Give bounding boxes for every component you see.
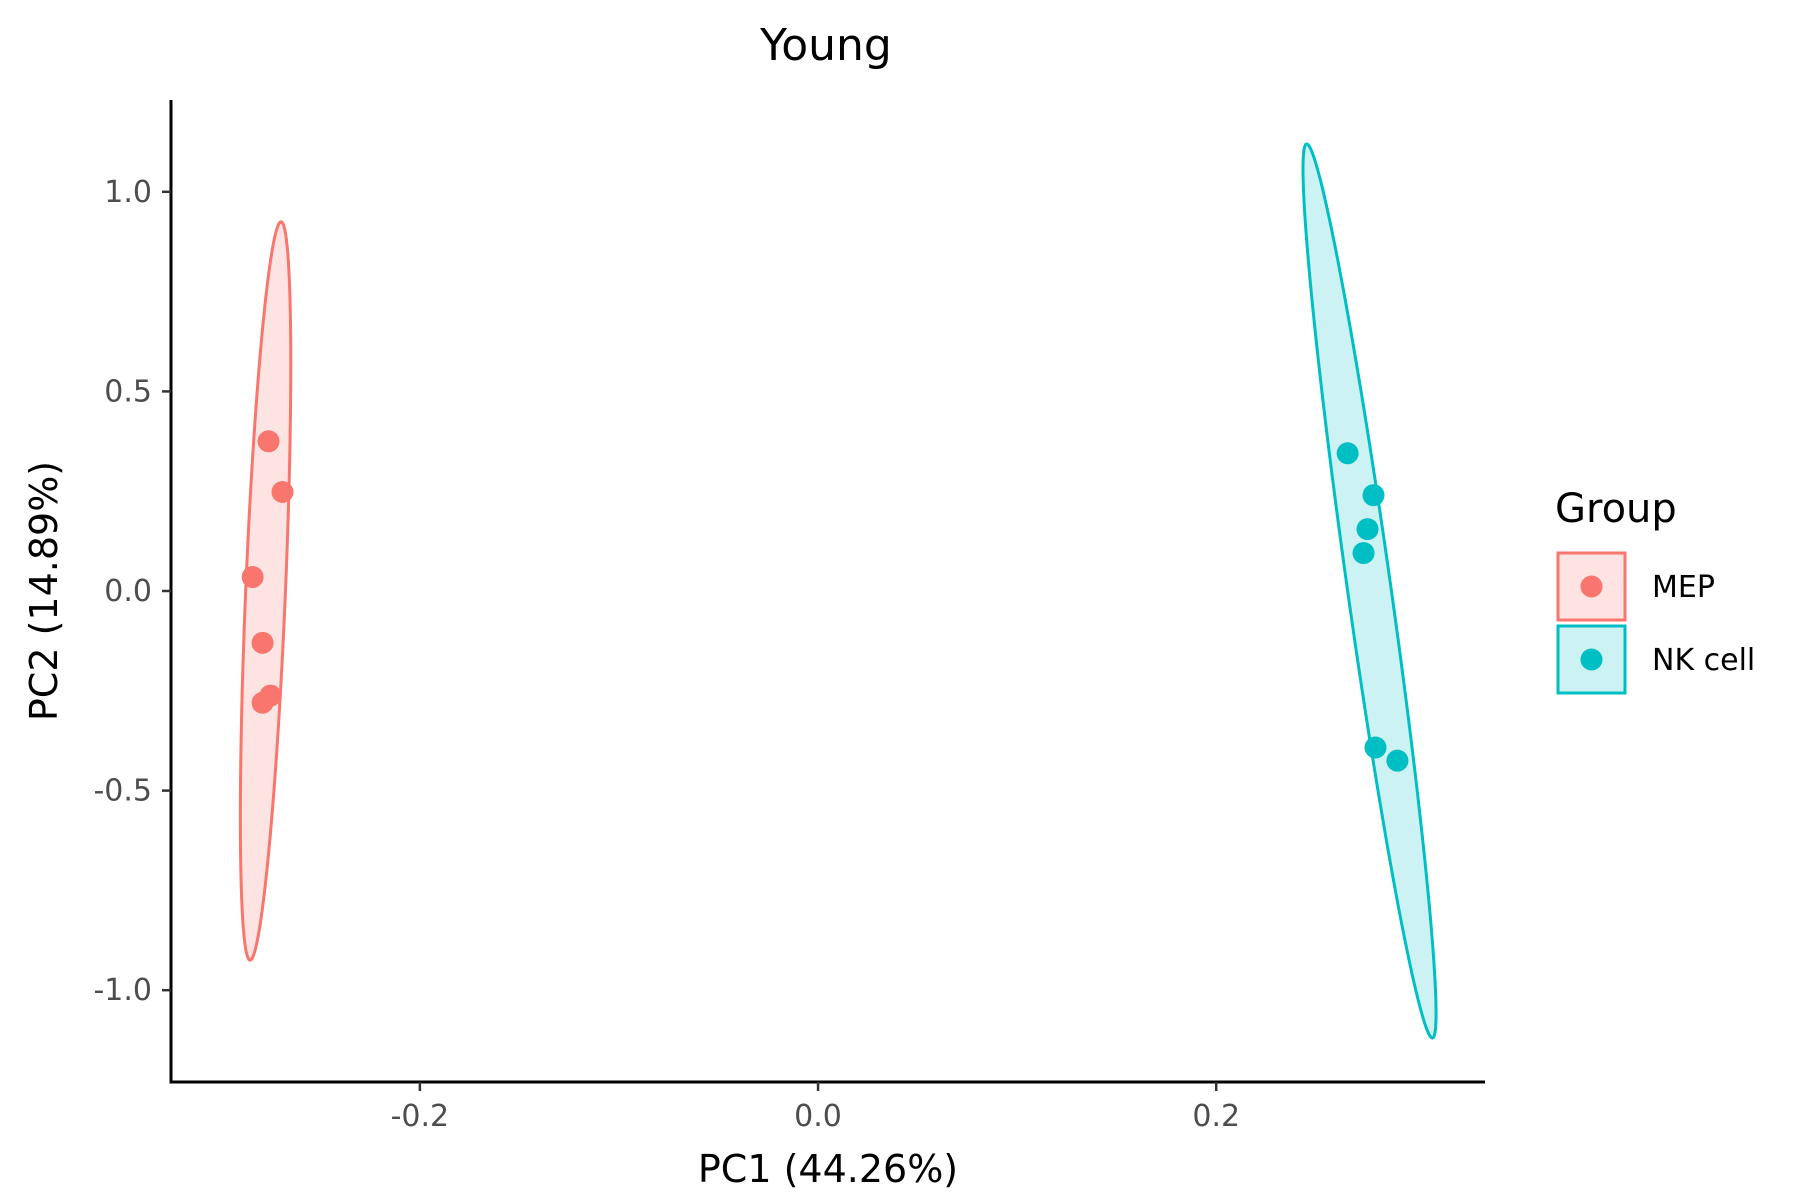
point-nk-cell-5 — [1364, 736, 1387, 759]
y-tick-label: 1.0 — [104, 175, 152, 210]
point-nk-cell-3 — [1356, 518, 1379, 541]
x-tick-label: 0.0 — [794, 1099, 842, 1134]
legend-label-mep: MEP — [1652, 570, 1715, 605]
y-axis-title: PC2 (14.89%) — [22, 461, 66, 721]
legend-title: Group — [1555, 486, 1677, 532]
legend-label-nk-cell: NK cell — [1652, 643, 1755, 678]
x-axis-ticks: -0.2 0.0 0.2 — [391, 1082, 1240, 1134]
point-mep-4 — [251, 631, 274, 654]
y-tick-label: 0.0 — [104, 574, 152, 609]
legend-marker-nk-cell — [1580, 648, 1603, 671]
point-mep-1 — [257, 430, 280, 453]
ellipse-nk-cell — [1301, 142, 1438, 1040]
point-nk-cell-1 — [1336, 442, 1359, 465]
y-tick-label: -1.0 — [93, 973, 152, 1008]
data-points — [241, 430, 1409, 772]
x-axis-title: PC1 (44.26%) — [698, 1147, 958, 1191]
legend-marker-mep — [1580, 575, 1603, 598]
legend: Group MEP NK cell — [1555, 486, 1755, 695]
point-nk-cell-4 — [1352, 542, 1375, 565]
y-tick-label: 0.5 — [104, 374, 152, 409]
x-tick-label: -0.2 — [391, 1099, 450, 1134]
legend-items: MEP NK cell — [1556, 551, 1755, 695]
x-tick-label: 0.2 — [1192, 1099, 1240, 1134]
y-axis-ticks: -1.0 -0.5 0.0 0.5 1.0 — [93, 175, 171, 1008]
y-tick-label: -0.5 — [93, 774, 152, 809]
point-mep-6 — [251, 691, 274, 714]
point-mep-3 — [241, 566, 264, 589]
point-nk-cell-6 — [1386, 749, 1409, 772]
point-nk-cell-2 — [1362, 484, 1385, 507]
ellipse-mep — [238, 220, 293, 962]
confidence-ellipses — [238, 142, 1438, 1040]
chart-title: Young — [759, 20, 892, 71]
point-mep-2 — [271, 481, 294, 504]
